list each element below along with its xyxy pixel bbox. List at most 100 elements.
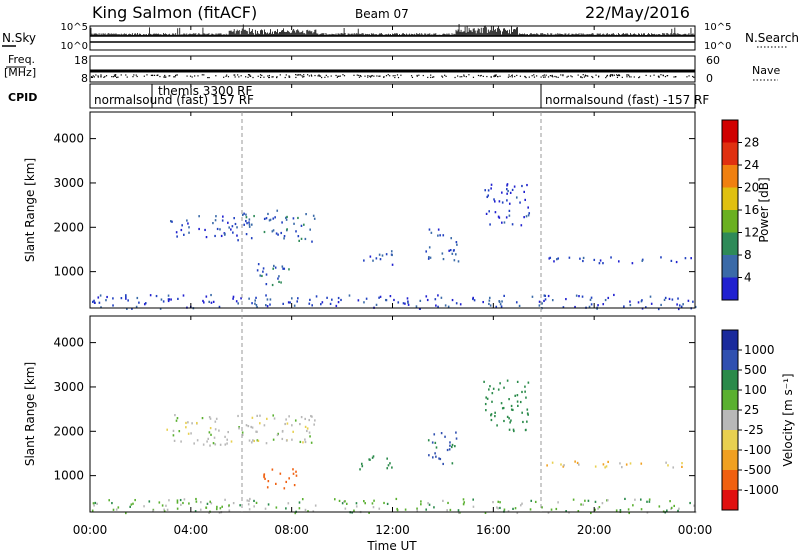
range-cell	[340, 298, 342, 302]
range-cell	[505, 216, 508, 219]
range-cell	[172, 434, 175, 437]
range-cell	[152, 509, 154, 512]
range-cell	[176, 235, 178, 238]
range-cell	[220, 234, 223, 238]
nave-dot	[92, 75, 94, 77]
range-cell	[391, 263, 394, 266]
nave-dot	[90, 76, 93, 78]
nave-dot	[528, 76, 530, 78]
nave-dot	[296, 74, 298, 76]
range-cell	[494, 411, 496, 414]
nave-dot	[174, 76, 176, 78]
range-cell	[226, 438, 229, 441]
range-cell	[449, 508, 452, 512]
range-cell	[506, 199, 508, 202]
range-cell	[295, 474, 298, 477]
nave-dot	[394, 76, 396, 79]
nave-dot	[295, 76, 297, 79]
range-cell	[269, 218, 272, 221]
range-cell	[245, 216, 248, 219]
range-cell	[299, 422, 301, 426]
range-cell	[458, 511, 460, 514]
range-cell	[544, 298, 547, 301]
nave-dot	[693, 76, 695, 78]
range-cell	[448, 249, 450, 252]
range-cell	[690, 257, 692, 260]
range-cell	[597, 507, 599, 510]
range-cell	[288, 268, 290, 271]
range-cell	[245, 233, 248, 236]
range-cell	[294, 419, 297, 422]
range-cell	[590, 303, 593, 306]
nave-label: Nave	[752, 64, 780, 77]
nave-dot	[664, 75, 667, 78]
nave-dot	[445, 75, 447, 77]
range-cell	[395, 497, 398, 501]
nave-dot	[463, 75, 465, 77]
range-cell	[245, 424, 248, 427]
range-cell	[451, 298, 454, 302]
range-cell	[214, 219, 217, 222]
nave-dot	[615, 74, 618, 76]
range-cell	[498, 300, 501, 303]
range-cell	[397, 301, 400, 304]
range-cell	[663, 298, 666, 302]
range-cell	[204, 228, 206, 232]
range-cell	[598, 505, 601, 509]
range-cell	[499, 501, 501, 504]
nave-dot	[249, 75, 251, 77]
range-cell	[345, 502, 348, 505]
range-cell	[489, 385, 491, 388]
range-cell	[293, 222, 295, 225]
range-cell	[669, 500, 671, 503]
range-cell	[309, 298, 311, 301]
nave-dot	[598, 75, 600, 77]
nave-dot	[605, 76, 607, 79]
range-cell	[577, 510, 580, 513]
y-tick-label: 4000	[53, 336, 84, 350]
range-cell	[248, 499, 250, 503]
range-cell	[435, 446, 438, 449]
range-cell	[290, 297, 293, 300]
nave-dot	[511, 76, 513, 78]
nave-dot	[249, 74, 251, 76]
range-cell	[310, 414, 312, 418]
range-cell	[100, 306, 102, 309]
nave-dot	[276, 76, 278, 78]
range-cell	[501, 221, 503, 224]
nave-dot	[93, 76, 95, 78]
nave-dot	[581, 76, 583, 79]
range-cell	[238, 426, 240, 429]
nave-dot	[126, 76, 128, 78]
range-cell	[181, 224, 183, 227]
range-cell	[485, 212, 488, 215]
range-cell	[226, 442, 228, 445]
nave-dot	[295, 74, 297, 76]
range-cell	[190, 432, 192, 435]
range-cell	[331, 298, 333, 301]
range-cell	[307, 510, 309, 513]
range-cell	[251, 302, 253, 305]
range-cell	[693, 504, 695, 507]
range-cell	[274, 216, 276, 219]
nave-dot	[197, 75, 199, 77]
range-cell	[513, 429, 515, 433]
range-cell	[288, 415, 290, 418]
nave-dot	[95, 74, 97, 76]
range-cell	[248, 439, 251, 442]
range-cell	[427, 502, 429, 505]
range-cell	[671, 298, 674, 301]
range-cell	[404, 302, 406, 305]
range-cell	[265, 442, 268, 445]
range-cell	[297, 297, 299, 300]
nave-dot	[238, 76, 240, 78]
nave-dot	[376, 75, 378, 77]
range-cell	[94, 501, 97, 505]
range-cell	[243, 212, 245, 215]
range-cell	[497, 500, 500, 503]
velocity-panel: 1000 2000 3000 4000 Slant Range [km]	[23, 315, 697, 515]
cpid-segment-2: themis 3300 RF	[158, 84, 252, 98]
range-cell	[205, 295, 208, 298]
nave-dot	[136, 75, 138, 78]
range-cell	[484, 402, 487, 406]
